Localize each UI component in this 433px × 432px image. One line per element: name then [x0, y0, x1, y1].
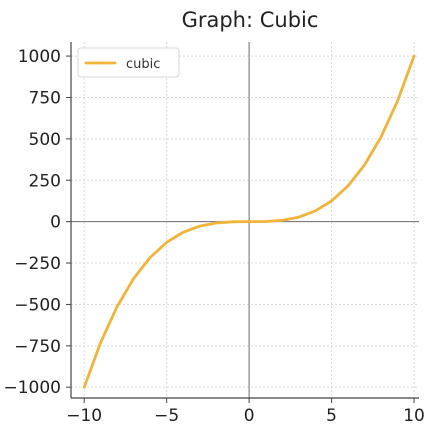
- legend: cubic: [77, 47, 180, 78]
- x-tick-label-2: 0: [244, 406, 255, 426]
- y-tick-label-2: −500: [14, 295, 61, 315]
- series-layer: [82, 54, 416, 389]
- grid-layer: [71, 42, 419, 398]
- y-tick-label-7: 750: [29, 88, 61, 108]
- series-line-cubic: [82, 54, 416, 389]
- y-tick-label-3: −250: [14, 254, 61, 274]
- y-tick-label-8: 1000: [18, 47, 61, 67]
- chart-title: Graph: Cubic: [182, 8, 319, 32]
- y-tick-label-1: −750: [14, 337, 61, 357]
- x-tick-label-0: −10: [66, 406, 102, 426]
- legend-label-cubic: cubic: [126, 57, 160, 72]
- x-tick-label-1: −5: [154, 406, 179, 426]
- y-tick-label-6: 500: [29, 130, 61, 150]
- y-tick-label-4: 0: [50, 213, 61, 233]
- x-tick-label-3: 5: [326, 406, 337, 426]
- y-tick-label-0: −1000: [3, 378, 61, 398]
- axes: [70, 42, 419, 399]
- ticks: −10 −5 0 5 10 −1000 −750 −500 −250 0 250 500 750 1000: [3, 47, 424, 426]
- y-tick-label-5: 250: [29, 171, 61, 191]
- zero-lines: [71, 42, 419, 398]
- x-tick-label-4: 10: [403, 406, 425, 426]
- legend-box: [77, 47, 180, 78]
